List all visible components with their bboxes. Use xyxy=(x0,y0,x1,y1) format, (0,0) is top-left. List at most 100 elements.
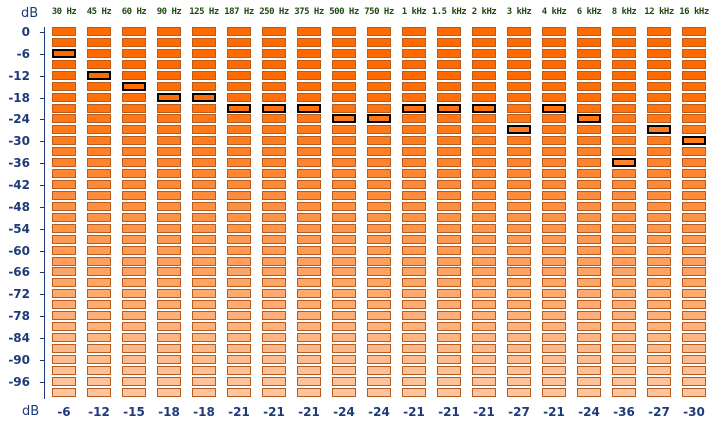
meter-cell xyxy=(227,82,251,91)
band-peak-readout: -21 xyxy=(438,405,460,419)
meter-cell xyxy=(367,71,391,80)
meter-cell xyxy=(192,169,216,178)
meter-cell xyxy=(437,60,461,69)
meter-cell xyxy=(122,71,146,80)
meter-cell xyxy=(87,213,111,222)
meter-cell xyxy=(122,104,146,113)
meter-cell xyxy=(612,366,636,375)
meter-cell xyxy=(542,235,566,244)
meter-cell xyxy=(297,333,321,342)
meter-cell xyxy=(297,377,321,386)
meter-cell xyxy=(507,246,531,255)
meter-cell xyxy=(227,49,251,58)
meter-cell xyxy=(612,136,636,145)
meter-cell xyxy=(367,136,391,145)
meter-cell xyxy=(262,49,286,58)
meter-cell xyxy=(122,191,146,200)
meter-cell xyxy=(122,322,146,331)
meter-cell xyxy=(87,147,111,156)
meter-cell xyxy=(192,366,216,375)
meter-cell xyxy=(87,289,111,298)
meter-cell xyxy=(227,300,251,309)
meter-cell xyxy=(542,278,566,287)
meter-cell xyxy=(437,311,461,320)
meter-cell xyxy=(332,158,356,167)
meter-cell xyxy=(367,366,391,375)
meter-cell xyxy=(157,355,181,364)
meter-cell xyxy=(647,38,671,47)
meter-cell xyxy=(402,169,426,178)
meter-cell xyxy=(437,388,461,397)
meter-cell xyxy=(297,180,321,189)
meter-cell xyxy=(542,38,566,47)
meter-cell xyxy=(157,158,181,167)
meter-cell xyxy=(577,311,601,320)
meter-cell xyxy=(402,202,426,211)
meter-cell xyxy=(682,125,706,134)
meter-cell xyxy=(122,38,146,47)
meter-cell xyxy=(437,213,461,222)
meter-cell xyxy=(507,322,531,331)
meter-cell xyxy=(227,278,251,287)
meter-cell xyxy=(227,355,251,364)
band-frequency-label: 1.5 kHz xyxy=(431,7,467,17)
meter-cell xyxy=(297,267,321,276)
meter-cell xyxy=(542,27,566,36)
meter-cell xyxy=(647,344,671,353)
meter-cell xyxy=(122,158,146,167)
meter-cell xyxy=(122,147,146,156)
meter-cell xyxy=(682,202,706,211)
meter-cell xyxy=(192,49,216,58)
meter-cell xyxy=(122,289,146,298)
meter-cell xyxy=(332,333,356,342)
meter-cell xyxy=(192,60,216,69)
meter-cell xyxy=(437,267,461,276)
meter-cell xyxy=(647,147,671,156)
meter-cell xyxy=(682,355,706,364)
meter-cell xyxy=(612,93,636,102)
scale-tick-label: -72 xyxy=(8,287,30,302)
meter-cell xyxy=(682,257,706,266)
meter-cell xyxy=(262,191,286,200)
meter-cell xyxy=(332,344,356,353)
meter-cell xyxy=(682,246,706,255)
meter-cell xyxy=(682,180,706,189)
meter-cell xyxy=(367,49,391,58)
meter-cell xyxy=(682,27,706,36)
meter-cell xyxy=(577,235,601,244)
meter-cell xyxy=(612,104,636,113)
meter-cell xyxy=(297,344,321,353)
meter-cell xyxy=(122,333,146,342)
meter-cell xyxy=(367,377,391,386)
meter-cell xyxy=(332,180,356,189)
meter-cell xyxy=(577,224,601,233)
scale-tick-mark xyxy=(40,272,44,274)
meter-cell xyxy=(682,300,706,309)
meter-cell xyxy=(472,158,496,167)
scale-tick-mark xyxy=(40,141,44,143)
meter-cell xyxy=(297,355,321,364)
meter-cell xyxy=(472,136,496,145)
band-peak-readout: -24 xyxy=(333,405,355,419)
meter-cell xyxy=(682,93,706,102)
meter-cell xyxy=(262,366,286,375)
meter-cell xyxy=(437,169,461,178)
meter-cell xyxy=(472,300,496,309)
meter-cell xyxy=(402,333,426,342)
meter-cell xyxy=(297,191,321,200)
meter-cell xyxy=(157,333,181,342)
scale-tick-label: -54 xyxy=(8,221,30,236)
band-peak-readout: -21 xyxy=(403,405,425,419)
meter-cell xyxy=(472,169,496,178)
meter-cell xyxy=(367,38,391,47)
meter-cell xyxy=(472,191,496,200)
meter-cell xyxy=(332,147,356,156)
meter-cell xyxy=(507,136,531,145)
meter-cell xyxy=(262,202,286,211)
meter-cell xyxy=(472,60,496,69)
meter-cell xyxy=(507,93,531,102)
meter-cell xyxy=(122,366,146,375)
meter-cell xyxy=(227,180,251,189)
meter-cell xyxy=(542,202,566,211)
meter-cell xyxy=(647,93,671,102)
